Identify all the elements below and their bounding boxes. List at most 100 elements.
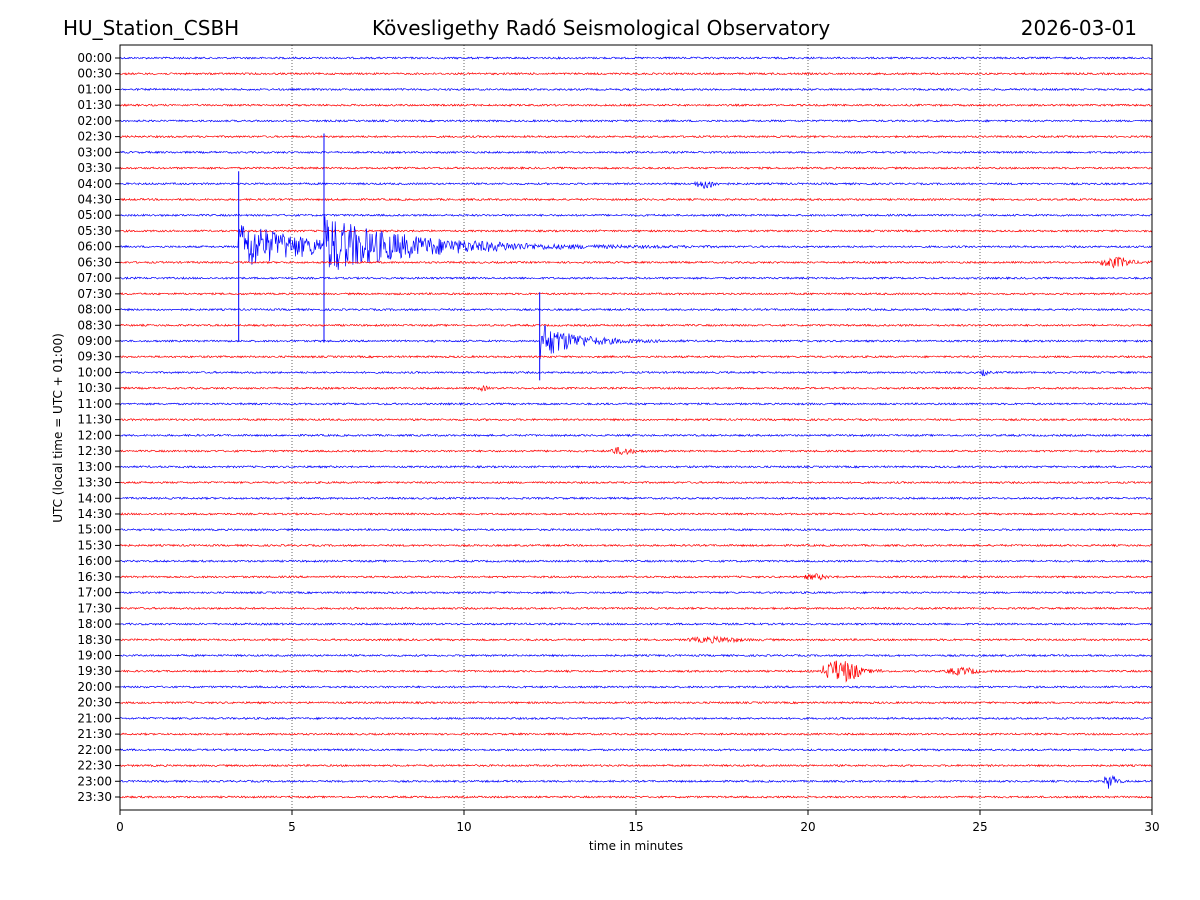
trace-1000	[119, 369, 1153, 377]
trace-0100	[119, 87, 1153, 92]
trace-0330	[119, 166, 1153, 170]
trace-1530	[119, 543, 1153, 548]
trace-2230	[119, 763, 1153, 768]
y-tick-label: 00:30	[77, 67, 112, 81]
trace-1600	[119, 559, 1153, 563]
trace-1130	[119, 417, 1153, 422]
y-tick-label: 06:30	[77, 255, 112, 269]
trace-2130	[119, 732, 1153, 736]
trace-1300	[120, 465, 1153, 469]
y-tick-label: 21:30	[77, 727, 112, 741]
y-tick-label: 14:30	[77, 507, 112, 521]
x-tick-label: 0	[116, 820, 124, 834]
trace-1230	[119, 447, 1153, 456]
y-tick-label: 23:30	[77, 790, 112, 804]
y-tick-label: 08:00	[77, 303, 112, 317]
y-tick-label: 19:00	[77, 648, 112, 662]
trace-0130	[119, 103, 1153, 107]
trace-0900	[119, 324, 1153, 360]
y-tick-label: 19:30	[77, 664, 112, 678]
y-tick-label: 05:30	[77, 224, 112, 238]
trace-2100	[119, 716, 1153, 721]
y-tick-label: 00:00	[77, 51, 112, 65]
trace-2330	[119, 795, 1153, 799]
trace-0530	[119, 229, 1153, 233]
y-tick-label: 08:30	[77, 318, 112, 332]
y-tick-label: 18:00	[77, 617, 112, 631]
x-tick-label: 30	[1144, 820, 1159, 834]
trace-0730	[119, 292, 1153, 296]
trace-1900	[119, 653, 1153, 658]
trace-0830	[119, 323, 1153, 328]
trace-1700	[119, 590, 1153, 595]
y-tick-label: 17:30	[77, 601, 112, 615]
y-tick-label: 14:00	[77, 491, 112, 505]
y-tick-label: 10:30	[77, 381, 112, 395]
x-tick-label: 25	[972, 820, 987, 834]
y-tick-label: 10:00	[77, 365, 112, 379]
chart-date: 2026-03-01	[1020, 16, 1137, 40]
x-axis-label: time in minutes	[589, 839, 683, 853]
x-tick-label: 15	[628, 820, 643, 834]
trace-1200	[119, 433, 1153, 438]
x-tick-label: 20	[800, 820, 815, 834]
trace-2000	[119, 685, 1153, 689]
trace-0400	[119, 180, 1153, 189]
y-tick-label: 16:00	[77, 554, 112, 568]
trace-1430	[119, 512, 1153, 516]
trace-1100	[119, 402, 1153, 406]
y-tick-label: 23:00	[77, 774, 112, 788]
x-tick-label: 10	[456, 820, 471, 834]
y-tick-label: 16:30	[77, 570, 112, 584]
y-tick-label: 05:00	[77, 208, 112, 222]
trace-1400	[119, 496, 1153, 501]
chart-title: Kövesligethy Radó Seismological Observat…	[372, 16, 831, 40]
trace-1500	[119, 527, 1153, 532]
y-tick-label: 13:30	[77, 476, 112, 490]
y-tick-label: 02:30	[77, 130, 112, 144]
y-tick-label: 22:30	[77, 759, 112, 773]
trace-0630	[119, 256, 1153, 269]
y-tick-label: 09:30	[77, 350, 112, 364]
trace-0300	[119, 150, 1153, 155]
trace-2030	[119, 700, 1153, 705]
y-tick-label: 03:30	[77, 161, 112, 175]
y-tick-label: 07:30	[77, 287, 112, 301]
trace-0930	[119, 354, 1153, 359]
trace-0000	[119, 56, 1152, 60]
y-tick-label: 22:00	[77, 743, 112, 757]
trace-1030	[119, 384, 1153, 392]
y-tick-label: 15:00	[77, 523, 112, 537]
trace-2200	[119, 747, 1153, 752]
trace-0600	[119, 216, 1153, 270]
trace-1930	[119, 660, 1153, 683]
y-tick-label: 11:30	[77, 413, 112, 427]
trace-0700	[119, 276, 1153, 281]
y-tick-label: 12:30	[77, 444, 112, 458]
trace-0430	[119, 197, 1153, 202]
y-axis-label: UTC (local time = UTC + 01:00)	[51, 333, 65, 523]
y-tick-label: 20:30	[77, 696, 112, 710]
y-tick-label: 13:00	[77, 460, 112, 474]
trace-1330	[119, 480, 1152, 485]
trace-0800	[119, 307, 1153, 312]
y-tick-label: 03:00	[77, 145, 112, 159]
y-tick-label: 18:30	[77, 633, 112, 647]
trace-2300	[119, 774, 1153, 789]
y-tick-label: 12:00	[77, 428, 112, 442]
y-tick-label: 17:00	[77, 586, 112, 600]
y-tick-label: 21:00	[77, 711, 112, 725]
x-tick-label: 5	[288, 820, 296, 834]
trace-1830	[119, 635, 1153, 644]
y-tick-label: 01:30	[77, 98, 112, 112]
trace-0500	[119, 213, 1153, 217]
y-tick-label: 04:00	[77, 177, 112, 191]
y-tick-label: 11:00	[77, 397, 112, 411]
y-tick-label: 09:00	[77, 334, 112, 348]
trace-0030	[119, 71, 1153, 76]
y-tick-label: 01:00	[77, 82, 112, 96]
station-name: HU_Station_CSBH	[63, 16, 240, 40]
y-tick-label: 02:00	[77, 114, 112, 128]
trace-0230	[119, 134, 1153, 139]
